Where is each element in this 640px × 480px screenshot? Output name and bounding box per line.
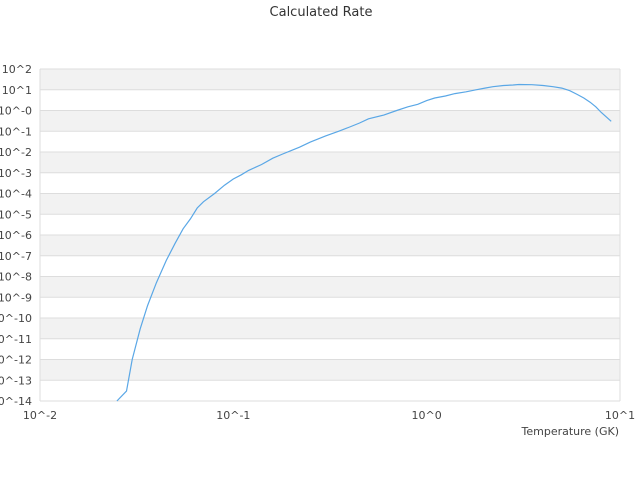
y-tick-label: 10^-8	[0, 271, 32, 284]
y-tick-label: 10^-13	[0, 374, 32, 387]
grid-band	[40, 69, 620, 90]
y-tick-label: 10^-14	[0, 395, 32, 408]
y-tick-label: 10^1	[2, 84, 32, 97]
y-tick-label: 10^-11	[0, 333, 32, 346]
rate-series-line	[116, 83, 612, 402]
grid-band	[40, 193, 620, 215]
y-tick-label: 10^-0	[0, 105, 32, 118]
y-tick-label: 10^-7	[0, 250, 32, 263]
x-tick-label: 10^-2	[23, 409, 57, 422]
y-tick-label: 10^-4	[0, 188, 32, 201]
y-tick-label: 10^-5	[0, 208, 32, 221]
chart-title: Calculated Rate	[270, 5, 373, 20]
y-axis: 10^2 10^1 10^-0 10^-1 10^-2 10^-3 10^-4 10^-5 10…	[0, 63, 32, 408]
x-tick-label: 10^0	[412, 409, 442, 422]
y-tick-label: 10^2	[2, 63, 32, 76]
y-tick-label: 10^-2	[0, 146, 32, 159]
x-tick-label: 10^1	[605, 409, 635, 422]
y-tick-label: 10^-3	[0, 167, 32, 180]
y-tick-label: 10^-6	[0, 229, 32, 242]
x-axis-title: Temperature (GK)	[521, 425, 620, 438]
x-tick-label: 10^-1	[216, 409, 250, 422]
x-axis: 10^-2 10^-1 10^0 10^1	[23, 409, 635, 422]
y-tick-label: 10^-9	[0, 291, 32, 304]
grid-band	[40, 318, 620, 339]
y-tick-label: 10^-10	[0, 312, 32, 325]
grid-band	[40, 276, 620, 298]
grid-band	[40, 235, 620, 256]
grid-band	[40, 359, 620, 381]
grid-band	[40, 152, 620, 173]
y-tick-label: 10^-1	[0, 125, 32, 138]
y-tick-label: 10^-12	[0, 354, 32, 367]
grid-bands	[40, 69, 620, 381]
series-group	[116, 83, 612, 402]
grid-band	[40, 110, 620, 132]
grid-lines	[39, 68, 621, 402]
